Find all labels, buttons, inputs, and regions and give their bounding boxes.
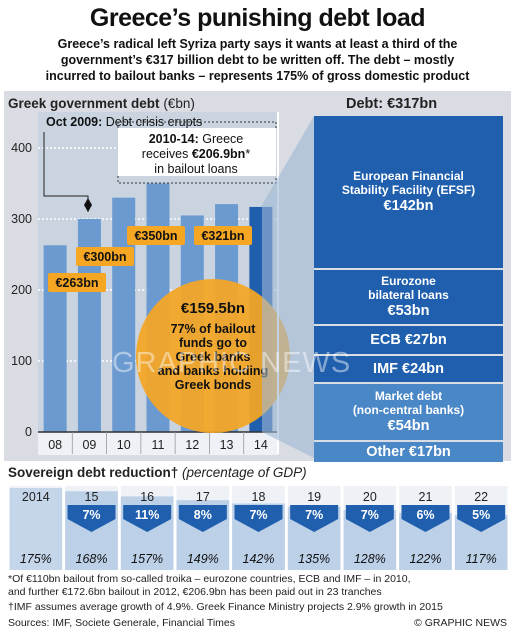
debt-breakdown-item: IMF €24bn	[314, 356, 503, 382]
debt-breakdown-label: IMF €24bn	[373, 361, 444, 377]
sovereign-panel	[4, 484, 511, 570]
debt-breakdown-value: €142bn	[383, 198, 434, 214]
debt-breakdown-value: €53bn	[387, 303, 430, 319]
footnote-line: and further €172.6bn bailout in 2012, €2…	[8, 586, 382, 598]
sources: Sources: IMF, Societe Generale, Financia…	[8, 617, 236, 629]
watermark: GRAPHIC NEWS	[112, 347, 352, 379]
footnote-line: *Of €110bn bailout from so-called troika…	[8, 573, 411, 585]
debt-breakdown-label: European Financial	[353, 169, 464, 183]
subtitle-line: incurred to bailout banks – represents 1…	[45, 69, 470, 83]
sovereign-chart-title: Sovereign debt reduction† (percentage of…	[8, 465, 307, 480]
debt-breakdown-label: Market debt	[374, 389, 443, 403]
debt-breakdown-item: Eurozone bilateral loans €53bn	[314, 270, 503, 324]
subtitle: Greece’s radical left Syriza party says …	[6, 36, 509, 84]
debt-breakdown-label: Stability Facility (EFSF)	[341, 183, 476, 197]
debt-breakdown-label: bilateral loans	[368, 288, 449, 302]
debt-breakdown-label: (non-central banks)	[352, 403, 465, 417]
debt-breakdown-label: ECB €27bn	[370, 332, 447, 348]
debt-breakdown-item: European Financial Stability Facility (EF…	[314, 116, 503, 268]
debt-total-title: Debt: €317bn	[346, 96, 438, 112]
debt-breakdown-label: Eurozone	[381, 274, 436, 288]
subtitle-line: Greece’s radical left Syriza party says …	[57, 37, 458, 51]
debt-breakdown-item: ECB €27bn	[314, 326, 503, 354]
sovereign-chart-subtitle: (percentage of GDP)	[182, 465, 307, 480]
credit: © GRAPHIC NEWS	[414, 617, 507, 629]
debt-breakdown-value: €54bn	[387, 418, 430, 434]
debt-breakdown-item: Other €17bn	[314, 442, 503, 462]
debt-chart-title: Greek government debt (€bn)	[8, 96, 195, 111]
debt-breakdown-item: Market debt (non-central banks) €54bn	[314, 384, 503, 440]
page-title: Greece’s punishing debt load	[89, 4, 426, 32]
debt-breakdown-label: Other €17bn	[366, 444, 451, 460]
debt-chart-unit: (€bn)	[163, 96, 195, 111]
footnote-line: †IMF assumes average growth of 4.9%. Gre…	[8, 601, 443, 613]
subtitle-line: government’s €317 billion debt to be wri…	[60, 53, 455, 67]
